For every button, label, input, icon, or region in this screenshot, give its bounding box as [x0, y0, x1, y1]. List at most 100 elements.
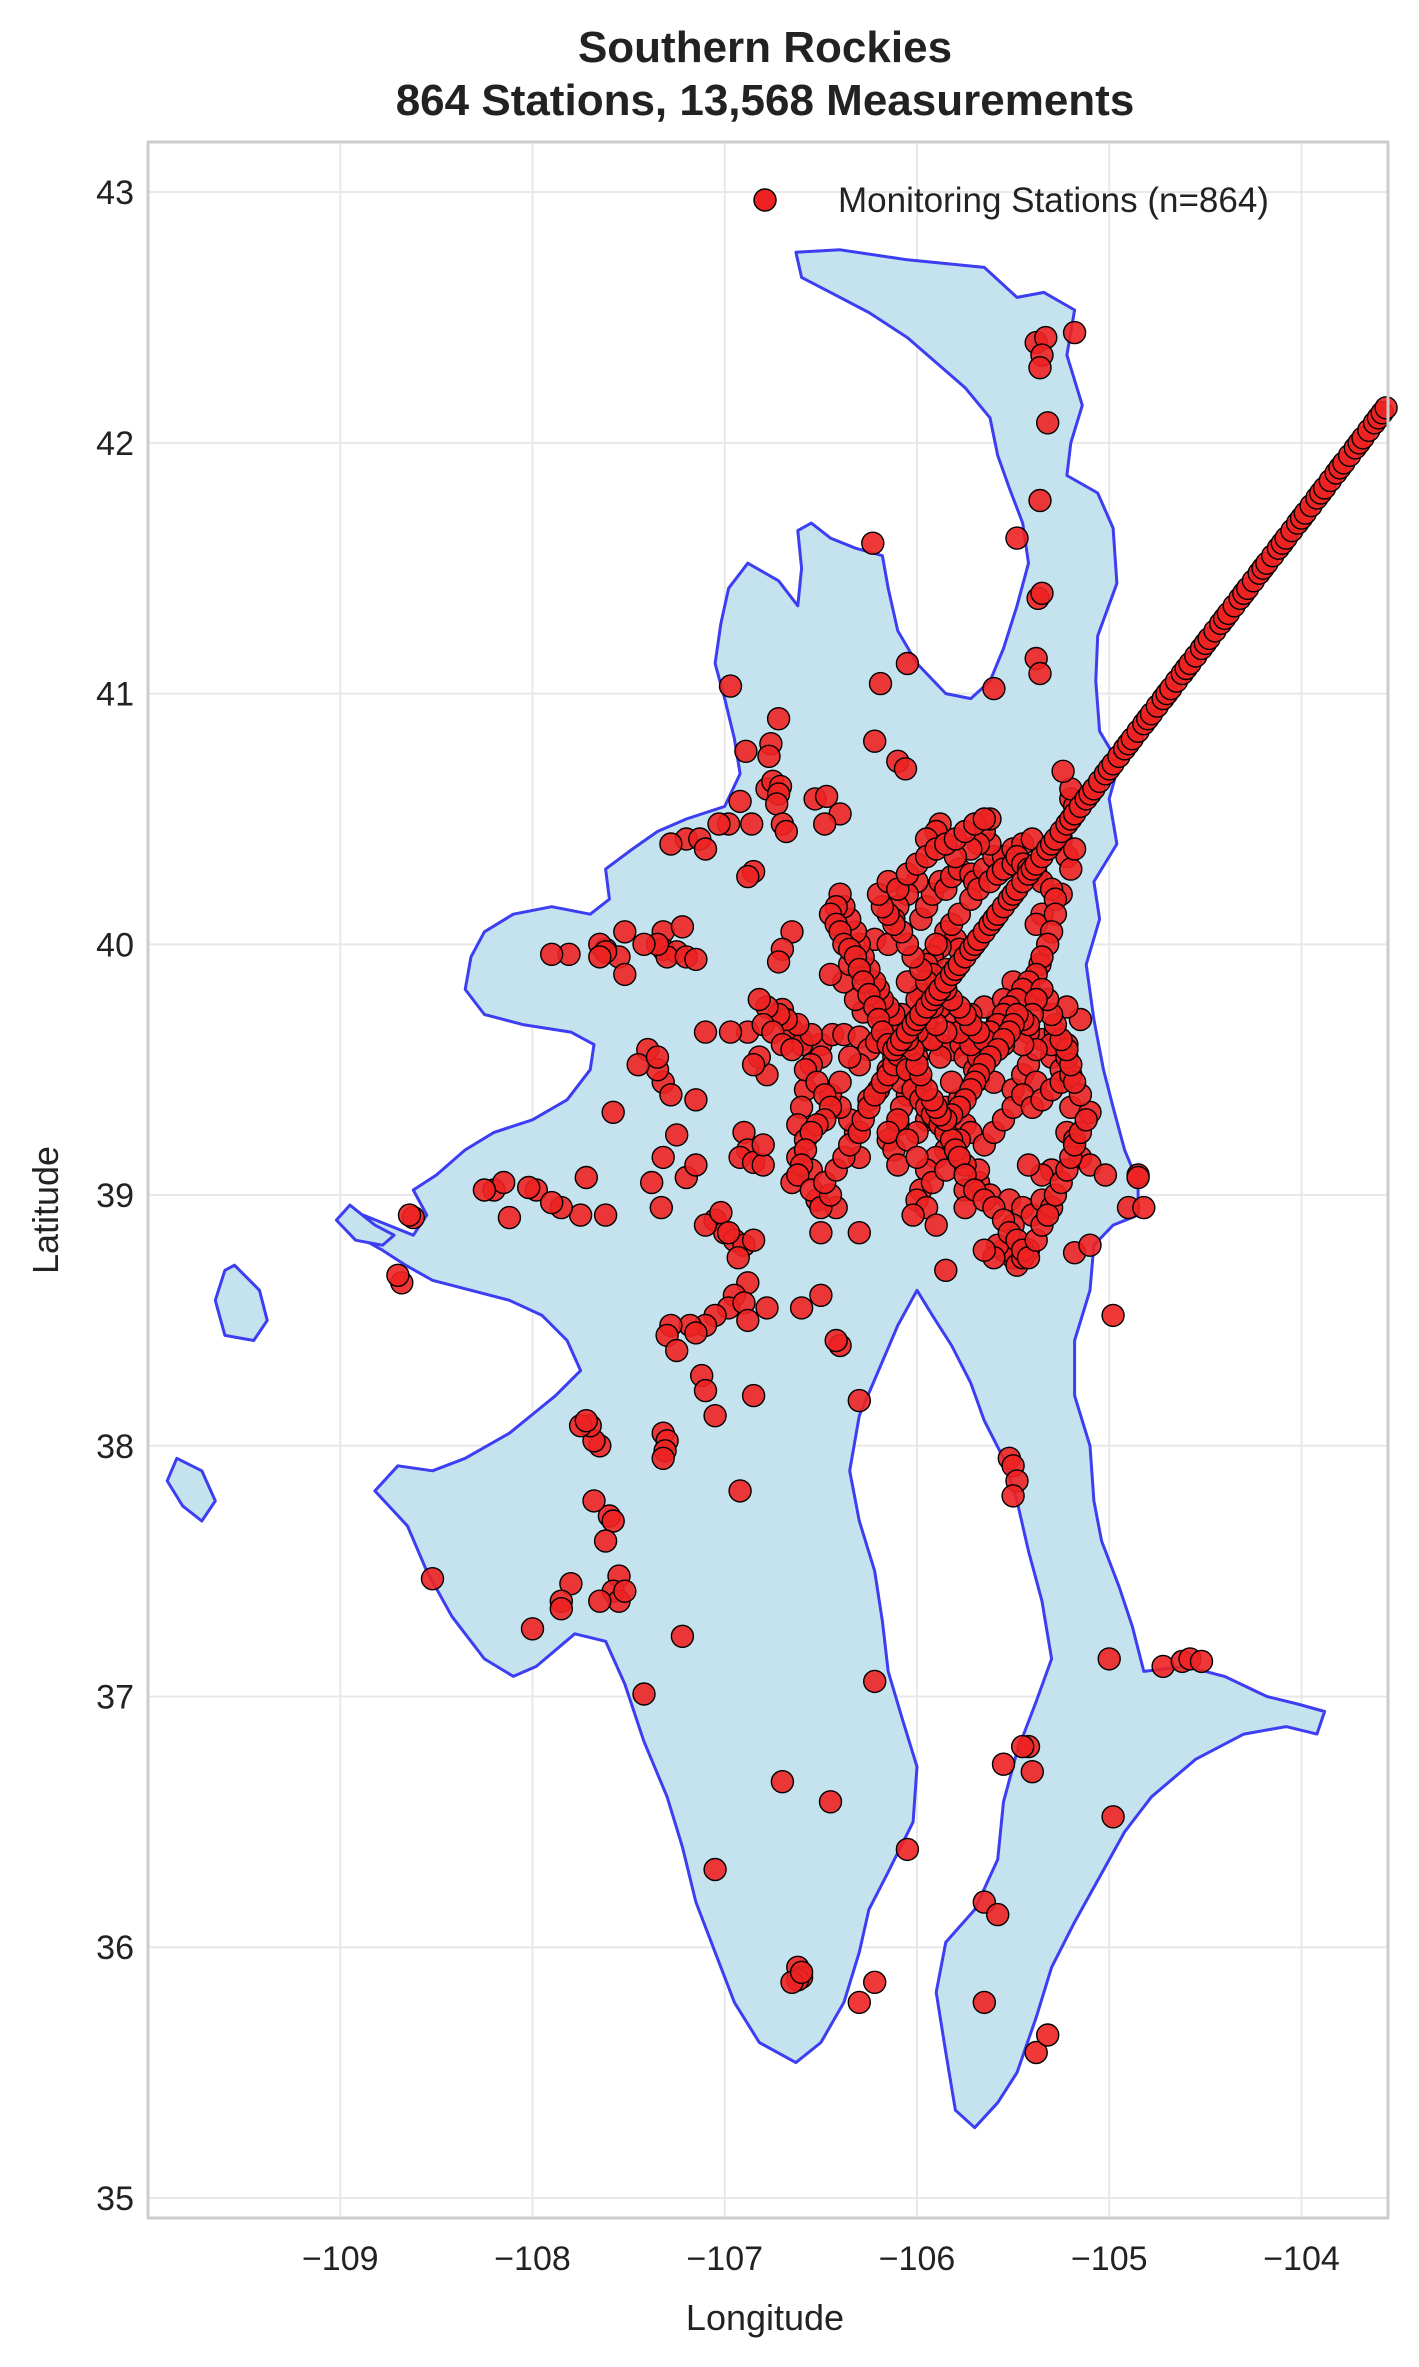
station-point: [707, 812, 731, 836]
x-tick-label: −107: [686, 2240, 763, 2278]
station-point: [780, 1037, 804, 1062]
station-point: [601, 1509, 625, 1533]
station-point: [670, 1624, 695, 1649]
x-axis-label: Longitude: [686, 2297, 844, 2338]
station-point: [703, 1403, 727, 1428]
station-point: [651, 1446, 675, 1471]
station-point: [613, 962, 637, 987]
station-point: [934, 1258, 958, 1283]
station-point: [601, 1100, 625, 1125]
y-tick-label: 35: [96, 2180, 134, 2218]
station-point: [1028, 488, 1052, 513]
station-point: [757, 744, 781, 768]
station-point: [741, 1052, 766, 1077]
station-point: [517, 1175, 541, 1200]
station-point: [828, 1070, 852, 1094]
y-tick-label: 37: [96, 1678, 134, 1716]
station-point: [1151, 1654, 1175, 1679]
legend-label: Monitoring Stations (n=864): [838, 181, 1269, 220]
chart-subtitle: 864 Stations, 13,568 Measurements: [396, 76, 1135, 125]
station-point: [770, 1769, 795, 1794]
station-point: [1101, 1303, 1125, 1328]
y-tick-label: 41: [96, 676, 134, 714]
station-point: [824, 1328, 848, 1353]
station-point: [1062, 837, 1087, 861]
station-point: [1189, 1649, 1214, 1674]
station-point: [895, 1837, 920, 1862]
station-point: [649, 1195, 673, 1220]
station-point: [813, 812, 837, 836]
station-point: [588, 1589, 612, 1613]
station-point: [1030, 581, 1054, 605]
station-point: [670, 915, 695, 939]
station-point: [747, 987, 771, 1012]
station-point: [868, 671, 893, 696]
y-tick-label: 42: [96, 425, 134, 463]
plot-frame: [146, 140, 1390, 2220]
station-point: [472, 1178, 497, 1202]
station-point: [684, 1088, 708, 1112]
station-point: [809, 1220, 833, 1245]
region-polygon: [334, 1203, 396, 1247]
station-point: [1005, 526, 1029, 550]
station-point: [520, 1617, 545, 1641]
station-point: [863, 1970, 887, 1995]
station-point: [741, 1228, 766, 1252]
station-point: [755, 1296, 779, 1320]
station-point: [861, 531, 885, 555]
station-point: [718, 1020, 743, 1044]
station-point: [716, 1220, 741, 1245]
station-point: [684, 1153, 708, 1177]
station-point: [924, 1213, 948, 1237]
y-axis-ticks: 35 36 37 38 39 40 41 42 43: [96, 174, 134, 2218]
station-point: [1051, 759, 1075, 783]
station-point: [893, 757, 918, 781]
station-point: [901, 1203, 925, 1227]
x-axis-ticks: −109 −108 −107 −106 −105 −104: [302, 2240, 1340, 2278]
station-point: [726, 1245, 750, 1270]
station-point: [651, 1145, 675, 1170]
station-point: [789, 1960, 814, 1985]
station-point: [640, 1170, 664, 1195]
station-point: [847, 1220, 871, 1245]
station-point: [1093, 1163, 1118, 1187]
region-polygon: [213, 1263, 269, 1342]
station-point: [420, 1566, 445, 1591]
station-point: [549, 1596, 573, 1621]
x-tick-label: −106: [879, 2240, 956, 2278]
station-point: [1101, 1805, 1125, 1829]
station-point: [818, 1790, 843, 1814]
y-tick-label: 40: [96, 926, 134, 964]
station-point: [1062, 320, 1087, 345]
station-point: [659, 832, 683, 856]
station-point: [863, 1669, 887, 1694]
station-point: [593, 1529, 618, 1553]
station-point: [632, 1682, 656, 1706]
station-point: [786, 1163, 810, 1187]
station-point: [582, 1489, 606, 1513]
station-point: [789, 1296, 814, 1320]
station-point: [1078, 1233, 1102, 1257]
station-point: [972, 807, 996, 831]
station-point: [632, 932, 656, 956]
station-point: [1001, 1484, 1025, 1508]
station-point: [693, 1378, 718, 1403]
station-point: [751, 1153, 775, 1177]
station-point: [728, 1479, 752, 1503]
y-tick-label: 38: [96, 1428, 134, 1466]
station-point: [751, 1133, 775, 1157]
station-point: [741, 1383, 766, 1408]
station-point: [693, 837, 718, 861]
x-tick-label: −104: [1263, 2240, 1340, 2278]
station-point: [814, 784, 839, 809]
station-point: [718, 674, 743, 698]
station-point: [766, 707, 791, 731]
station-point: [1132, 1195, 1156, 1220]
station-point: [774, 819, 798, 844]
station-point: [684, 947, 708, 972]
station-point: [809, 1283, 833, 1308]
station-point: [838, 1045, 862, 1069]
legend-marker: [753, 188, 777, 212]
station-point: [1074, 1108, 1098, 1132]
station-point: [613, 1579, 637, 1603]
